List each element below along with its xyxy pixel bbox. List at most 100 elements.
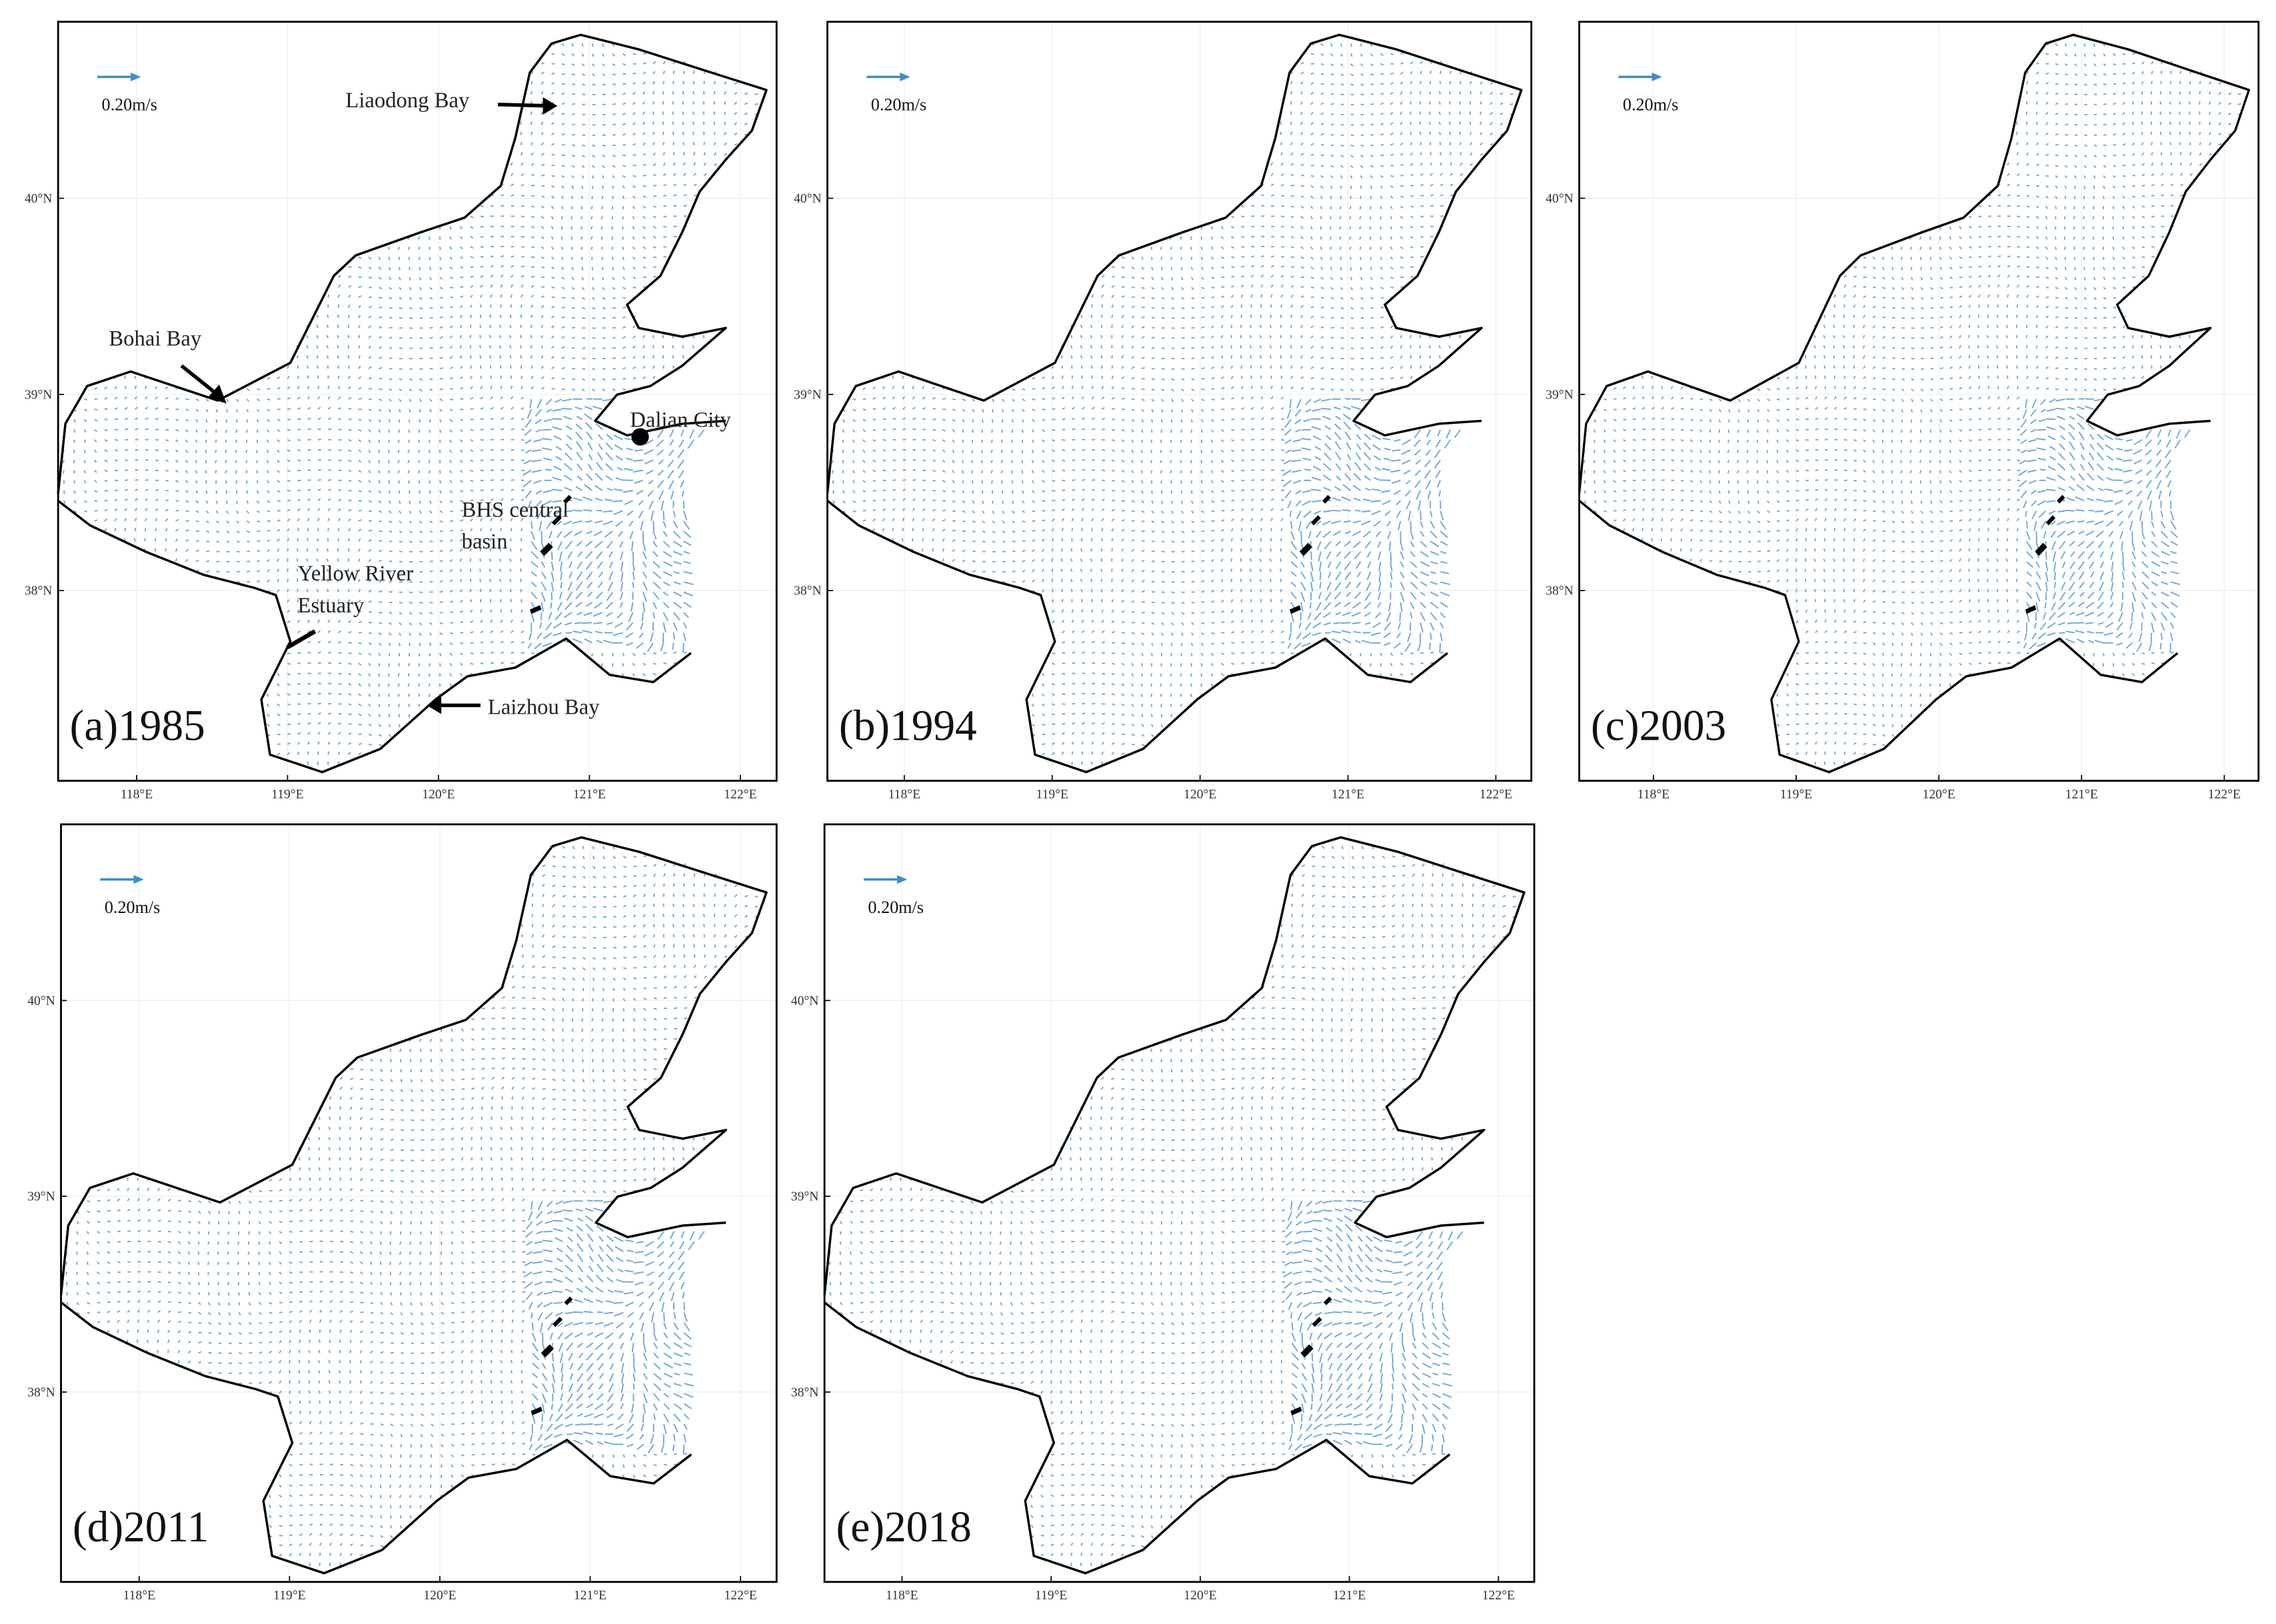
annotation: Yellow River: [298, 562, 414, 586]
panel-frame: [60, 823, 778, 1583]
x-tick-label: 121°E: [573, 788, 606, 802]
x-tick-label: 118°E: [886, 1589, 918, 1603]
x-tick-label: 118°E: [888, 788, 920, 802]
x-tick-label: 119°E: [1035, 1589, 1067, 1603]
x-tick-label: 122°E: [1480, 788, 1512, 802]
map-panel: 118°E 119°E 120°E 121°E 122°E 38°N 39°N 40°N 0.2…: [27, 823, 778, 1603]
x-tick-label: 120°E: [422, 788, 455, 802]
annotation-arrow: [207, 385, 227, 404]
y-tick-label: 40°N: [27, 994, 55, 1008]
scale-arrow-head: [1652, 72, 1662, 81]
panel-label: (a)1985: [70, 702, 205, 750]
map-panel: 118°E 119°E 120°E 121°E 122°E 38°N 39°N 40°N 0.2…: [794, 21, 1533, 802]
annotation: Laizhou Bay: [488, 695, 600, 719]
y-tick-label: 38°N: [25, 584, 53, 598]
y-tick-label: 40°N: [794, 192, 822, 206]
y-tick-label: 39°N: [25, 388, 53, 402]
panel-frame: [57, 21, 778, 782]
annotation: Liaodong Bay: [345, 89, 470, 113]
x-tick-label: 118°E: [1638, 788, 1670, 802]
y-tick-label: 40°N: [1546, 192, 1574, 206]
coastline: [823, 836, 1526, 1575]
y-tick-label: 38°N: [791, 1385, 819, 1399]
scale-arrow-head: [133, 875, 144, 884]
annotation: Dalian City: [630, 408, 731, 432]
x-tick-label: 121°E: [1333, 1589, 1366, 1603]
current-vectors: [831, 43, 1514, 765]
x-tick-label: 122°E: [2208, 788, 2241, 802]
panel-label: (d)2011: [73, 1503, 209, 1551]
islands: [1290, 1296, 1332, 1415]
x-tick-label: 119°E: [1036, 788, 1068, 802]
scale-label: 0.20m/s: [868, 898, 923, 917]
map-panel: 118°E 119°E 120°E 121°E 122°E 38°N 39°N 40°N 0.2…: [1546, 21, 2260, 802]
current-vectors: [828, 845, 1516, 1567]
scale-label: 0.20m/s: [102, 95, 157, 115]
annotation-arrow: [427, 696, 442, 714]
map-content: [59, 836, 768, 1575]
x-tick-label: 122°E: [1482, 1589, 1515, 1603]
annotation: Estuary: [298, 594, 365, 618]
current-vectors: [1583, 43, 2241, 765]
annotation: basin: [462, 530, 508, 554]
y-tick-label: 40°N: [25, 192, 53, 206]
x-tick-label: 118°E: [123, 1589, 155, 1603]
islands: [2025, 494, 2065, 614]
x-tick-label: 120°E: [1184, 788, 1216, 802]
city-marker: [631, 428, 649, 446]
panels: 118°E 119°E 120°E 121°E 122°E 38°N 39°N 40°N 0.2…: [25, 21, 2260, 1603]
x-tick-label: 121°E: [1332, 788, 1364, 802]
panel-frame: [1578, 21, 2260, 782]
annotation: BHS central: [462, 498, 569, 522]
scale-arrow-head: [900, 72, 910, 81]
y-tick-label: 38°N: [1546, 584, 1574, 598]
map-panel: 118°E 119°E 120°E 121°E 122°E 38°N 39°N 40°N 0.2…: [25, 21, 778, 802]
coastline: [59, 836, 768, 1575]
x-tick-label: 121°E: [574, 1589, 606, 1603]
scale-label: 0.20m/s: [871, 95, 926, 115]
x-tick-label: 120°E: [1923, 788, 1955, 802]
map-content: [57, 33, 768, 774]
scale-arrow-head: [896, 875, 908, 884]
y-tick-label: 39°N: [27, 1190, 55, 1204]
x-tick-label: 120°E: [1184, 1589, 1216, 1603]
map-content: [1578, 33, 2251, 774]
x-tick-label: 119°E: [271, 788, 303, 802]
panel-frame: [823, 823, 1536, 1583]
current-vectors: [62, 43, 758, 765]
map-content: [823, 836, 1526, 1575]
y-tick-label: 38°N: [27, 1385, 55, 1399]
scale-arrow-head: [131, 72, 141, 81]
coastline: [57, 33, 768, 774]
y-tick-label: 38°N: [794, 584, 822, 598]
annotation-arrow: [543, 97, 558, 115]
annotation-arrow: [286, 629, 317, 650]
panel-label: (c)2003: [1591, 702, 1726, 750]
islands: [1289, 494, 1331, 614]
current-vectors: [65, 845, 758, 1567]
y-tick-label: 39°N: [791, 1190, 819, 1204]
x-tick-label: 119°E: [1780, 788, 1812, 802]
coastline: [826, 33, 1523, 774]
x-tick-label: 120°E: [423, 1589, 456, 1603]
x-tick-label: 118°E: [121, 788, 153, 802]
map-panel: 118°E 119°E 120°E 121°E 122°E 38°N 39°N 40°N 0.2…: [791, 823, 1536, 1603]
panel-label: (e)2018: [836, 1503, 972, 1551]
panel-label: (b)1994: [839, 702, 977, 750]
x-tick-label: 122°E: [724, 1589, 756, 1603]
islands: [531, 1296, 573, 1415]
y-tick-label: 39°N: [1546, 388, 1574, 402]
scale-label: 0.20m/s: [1623, 95, 1678, 115]
x-tick-label: 121°E: [2065, 788, 2098, 802]
y-tick-label: 39°N: [794, 388, 822, 402]
x-tick-label: 119°E: [273, 1589, 305, 1603]
panel-frame: [826, 21, 1533, 782]
annotation: Bohai Bay: [109, 327, 201, 351]
scale-label: 0.20m/s: [105, 898, 160, 917]
annotations: Liaodong Bay Bohai Bay Dalian City BHS c…: [109, 89, 731, 719]
coastline: [1578, 33, 2251, 774]
annotation-arrow: [498, 103, 552, 108]
y-tick-label: 40°N: [791, 994, 819, 1008]
